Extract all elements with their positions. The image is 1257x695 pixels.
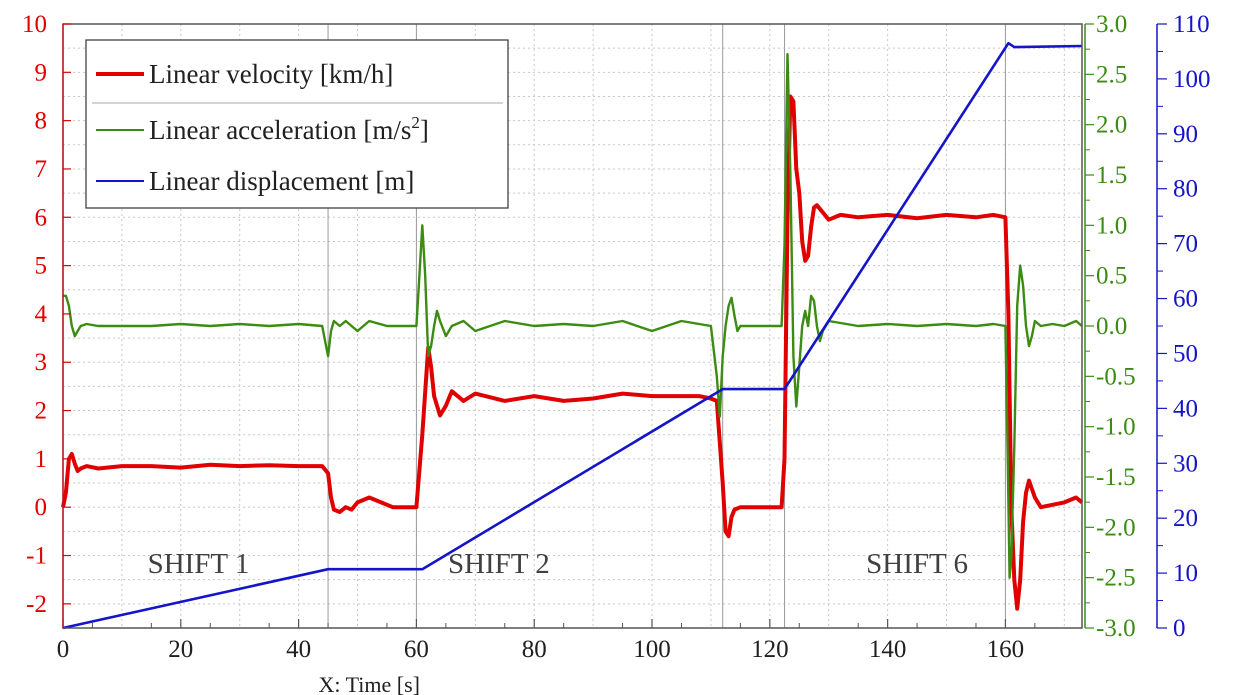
legend-label-displacement: Linear displacement [m] [149,166,414,196]
annotation-label: SHIFT 2 [448,548,550,580]
annotations: SHIFT 1 SHIFT 2 SHIFT 6 [148,548,968,580]
x-tick-label: 80 [522,636,547,663]
right1-tick-label: 3.0 [1096,11,1127,38]
right2-tick-label: 40 [1173,395,1198,422]
left-tick-label: 1 [35,446,48,473]
left-tick-label: 2 [35,398,48,425]
left-tick-label: 8 [35,108,48,135]
left-tick-label: 0 [35,494,48,521]
right2-tick-label: 80 [1173,176,1198,203]
left-tick-label: 5 [35,253,48,280]
right1-tick-label: -2.0 [1096,514,1136,541]
left-tick-label: 10 [22,11,47,38]
left-tick-label: 3 [35,349,48,376]
right2-tick-label: 20 [1173,505,1198,532]
series-group [61,41,1084,630]
annotation-label: SHIFT 6 [866,548,968,580]
series-line-right1 [63,53,1083,579]
left-tick-label: 7 [35,156,48,183]
legend: Linear velocity [km/h] Linear accelerati… [85,39,509,209]
right1-tick-label: -3.0 [1096,615,1136,642]
right1-tick-label: 2.5 [1096,61,1127,88]
right1-tick-label: 0.5 [1096,263,1127,290]
legend-acceleration-superscript: 2 [411,113,420,132]
x-tick-label: 20 [168,636,193,663]
right2-tick-label: 110 [1173,11,1210,38]
right2-tick-label: 90 [1173,121,1198,148]
right2-tick-label: 50 [1173,340,1198,367]
legend-label-acceleration: Linear acceleration [m/s2] [149,113,429,145]
right1-tick-label: -1.5 [1096,464,1136,491]
right2-tick-label: 10 [1173,560,1198,587]
right2-tick-label: 70 [1173,231,1198,258]
series-line-left [61,94,1084,611]
right1-tick-label: 0.0 [1096,313,1127,340]
x-tick-label: 40 [286,636,311,663]
left-tick-label: 4 [35,301,48,328]
x-tick-label: 100 [633,636,671,663]
right1-tick-label: -0.5 [1096,363,1136,390]
x-tick-label: 120 [751,636,789,663]
left-tick-label: -1 [26,543,47,570]
right1-tick-label: -2.5 [1096,565,1136,592]
right2-tick-label: 100 [1173,66,1211,93]
right1-tick-label: 2.0 [1096,112,1127,139]
x-tick-label: 60 [404,636,429,663]
legend-acceleration-base: Linear acceleration [m/s [149,115,411,145]
x-tick-label: 140 [869,636,907,663]
right2-tick-label: 30 [1173,450,1198,477]
x-tick-label: 160 [987,636,1025,663]
right2-tick-label: 0 [1173,615,1186,642]
legend-acceleration-tail: ] [420,115,429,145]
legend-label-velocity: Linear velocity [km/h] [149,59,393,89]
series-line-right2 [62,41,1083,630]
legend-box [85,39,509,209]
right2-tick-label: 60 [1173,286,1198,313]
x-tick-label: 0 [57,636,70,663]
x-axis-label: X: Time [s] [319,672,420,695]
left-tick-label: -2 [26,591,47,618]
right1-tick-label: -1.0 [1096,414,1136,441]
left-tick-label: 9 [35,59,48,86]
annotation-label: SHIFT 1 [148,548,250,580]
right1-tick-label: 1.5 [1096,162,1127,189]
left-tick-label: 6 [35,204,48,231]
right1-tick-label: 1.0 [1096,212,1127,239]
